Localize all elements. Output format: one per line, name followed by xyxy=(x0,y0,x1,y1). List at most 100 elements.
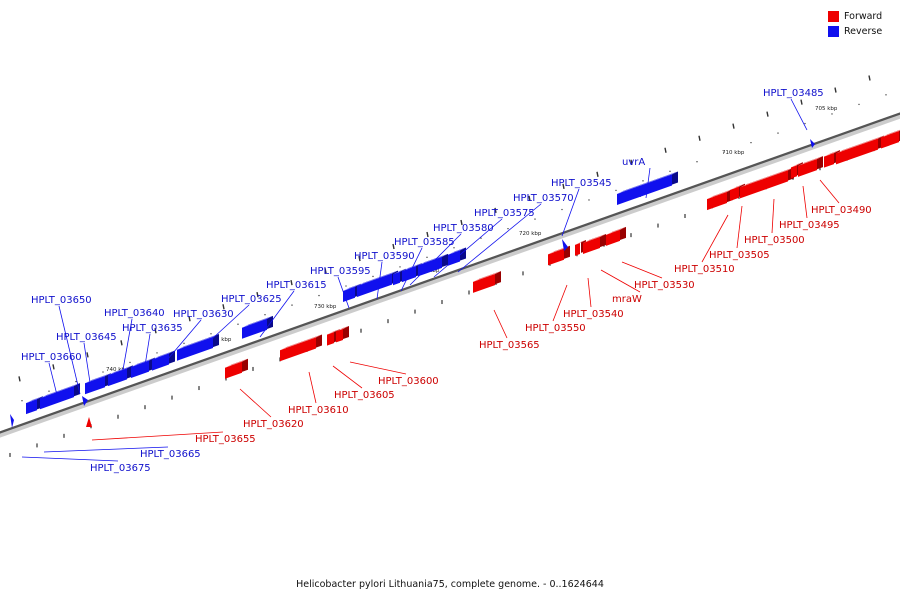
gene-label: HPLT_03660 xyxy=(21,352,82,363)
gene-label: HPLT_03570 xyxy=(513,193,574,204)
forward-gene-arrow xyxy=(583,233,606,254)
gene-label: HPLT_03545 xyxy=(551,178,612,189)
tick-mark xyxy=(596,171,599,177)
tick-dot xyxy=(210,333,212,335)
leader-line xyxy=(48,362,58,396)
tick-mark xyxy=(256,292,259,298)
gene-label: uvrA xyxy=(622,157,645,168)
tick-mark xyxy=(494,207,497,214)
leader-line xyxy=(645,167,651,199)
tick-mark xyxy=(154,328,157,334)
gene-label: HPLT_03675 xyxy=(90,463,151,474)
forward-gene-arrow xyxy=(548,245,570,266)
forward-gene-arrow xyxy=(881,129,900,149)
tick-mark xyxy=(698,135,701,141)
leader-line xyxy=(161,319,202,367)
tick-dot xyxy=(183,342,185,345)
reverse-gene-arrow xyxy=(152,350,175,371)
gene-label: HPLT_03505 xyxy=(709,250,770,261)
scale-tick-label: 720 kbp xyxy=(519,231,542,237)
tick-dot xyxy=(102,371,104,373)
reverse-gene-arrow xyxy=(357,270,398,297)
leader-line xyxy=(409,233,462,286)
gene-label: HPLT_03580 xyxy=(433,223,494,234)
tick-mark xyxy=(52,364,55,370)
forward-gene-arrow xyxy=(280,334,322,362)
tick-dot xyxy=(399,266,401,268)
reverse-gene-arrow xyxy=(40,383,80,410)
leader-line xyxy=(736,205,743,249)
reverse-gene-arrow xyxy=(177,333,219,361)
tick-dot xyxy=(48,390,50,392)
tick-dot xyxy=(804,122,806,125)
tick-mark xyxy=(630,159,633,165)
tick-dot xyxy=(480,237,482,239)
scale-tick-label: 705 kbp xyxy=(815,106,838,112)
tick-mark xyxy=(664,147,667,153)
leader-line xyxy=(621,261,663,279)
tick-dot xyxy=(426,256,428,259)
tick-mark xyxy=(800,99,803,105)
reverse-gene-marker xyxy=(10,414,14,428)
tick-mark xyxy=(562,183,565,189)
leader-line xyxy=(433,218,503,278)
tick-mark xyxy=(868,75,871,81)
tick-dot xyxy=(507,227,509,230)
label-leaders xyxy=(21,98,840,462)
gene-label: HPLT_03620 xyxy=(243,419,304,430)
leader-line xyxy=(552,284,568,322)
reverse-gene-marker xyxy=(82,396,88,406)
gene-label: HPLT_03565 xyxy=(479,340,540,351)
forward-gene-arrow xyxy=(798,156,823,177)
leader-line xyxy=(600,269,641,293)
legend-label: Reverse xyxy=(844,26,883,37)
legend-item-reverse: Reverse xyxy=(828,24,890,39)
leader-line xyxy=(376,261,383,300)
leader-line xyxy=(239,388,272,418)
tick-dot xyxy=(291,304,293,306)
gene-label: HPLT_03665 xyxy=(140,449,201,460)
tick-mark xyxy=(834,87,837,93)
tick-mark xyxy=(86,352,89,358)
forward-gene-arrow xyxy=(707,189,733,211)
leader-line xyxy=(561,188,580,237)
tick-dot xyxy=(885,94,887,96)
tick-mark xyxy=(392,243,395,250)
tick-dot xyxy=(669,170,671,173)
gene-label: HPLT_03625 xyxy=(221,294,282,305)
gene-label: HPLT_03590 xyxy=(354,251,415,262)
forward-gene-arrow xyxy=(836,135,884,165)
gene-label: HPLT_03635 xyxy=(122,323,183,334)
forward-swatch xyxy=(828,11,839,22)
leader-line xyxy=(200,304,250,350)
leader-line xyxy=(91,431,224,441)
leader-line xyxy=(308,371,317,404)
forward-gene-arrow xyxy=(606,226,626,246)
tick-dot xyxy=(642,180,644,182)
tick-dot xyxy=(264,313,266,316)
tick-dot xyxy=(750,141,752,144)
leader-line xyxy=(457,203,542,273)
gene-label: HPLT_03540 xyxy=(563,309,624,320)
legend: Forward Reverse xyxy=(828,9,890,39)
forward-gene-arrow xyxy=(336,325,349,343)
tick-mark xyxy=(460,219,463,226)
gene-arrows xyxy=(10,129,900,428)
leader-line xyxy=(43,446,169,453)
tick-mark xyxy=(324,267,327,274)
tick-mark xyxy=(732,123,735,129)
gene-label: HPLT_03650 xyxy=(31,295,92,306)
forward-gene-marker xyxy=(86,417,92,427)
leader-line xyxy=(83,342,92,390)
forward-gene-arrow xyxy=(225,358,248,379)
tick-dot xyxy=(372,275,374,278)
gene-label: HPLT_03585 xyxy=(394,237,455,248)
leader-line xyxy=(259,290,295,338)
tick-dot xyxy=(831,113,833,115)
reverse-gene-marker xyxy=(810,139,815,148)
gene-labels: HPLT_03485 HPLT_03490 HPLT_03495 HPLT_03500… xyxy=(21,88,872,474)
tick-mark xyxy=(120,340,123,346)
leader-line xyxy=(332,365,363,389)
reverse-gene-arrow xyxy=(242,315,273,339)
